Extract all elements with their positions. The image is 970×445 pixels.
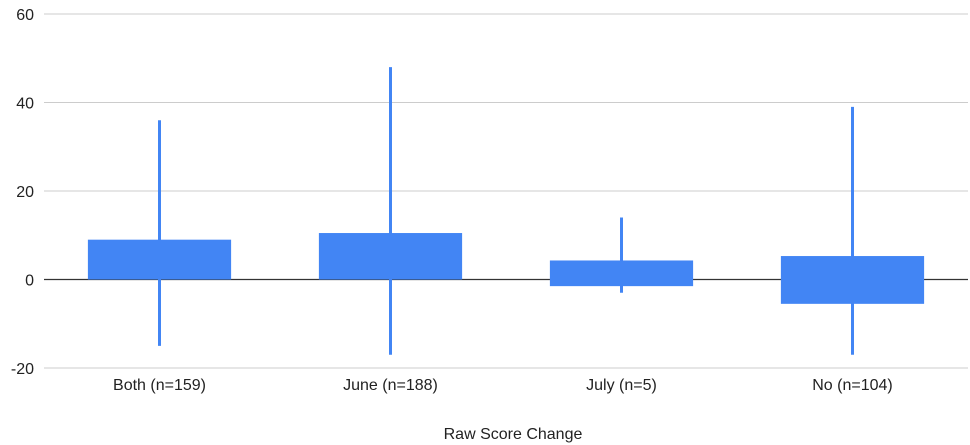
y-axis-tick-labels: -20 0 20 40 60 (11, 7, 34, 378)
candlestick-group (549, 217, 694, 293)
candlestick-group (318, 67, 463, 355)
candlestick-box (549, 260, 694, 287)
y-tick-label: 0 (25, 273, 34, 290)
x-axis-title: Raw Score Change (444, 426, 583, 443)
x-category-label: No (n=104) (812, 377, 893, 394)
y-tick-label: -20 (11, 361, 34, 378)
x-axis-category-labels: Both (n=159) June (n=188) July (n=5) No (n=… (113, 377, 893, 394)
x-category-label: June (n=188) (343, 377, 438, 394)
gridlines (44, 13, 968, 369)
candlestick-box (780, 256, 925, 304)
candlestick-group (87, 120, 232, 346)
x-category-label: Both (n=159) (113, 377, 206, 394)
candlestick-group (780, 106, 925, 355)
candlestick-box (87, 239, 232, 280)
y-tick-label: 60 (16, 7, 34, 24)
x-category-label: July (n=5) (586, 377, 657, 394)
y-tick-label: 40 (16, 96, 34, 113)
candlestick-box (318, 233, 463, 280)
y-tick-label: 20 (16, 184, 34, 201)
candlestick-marks (87, 67, 925, 355)
